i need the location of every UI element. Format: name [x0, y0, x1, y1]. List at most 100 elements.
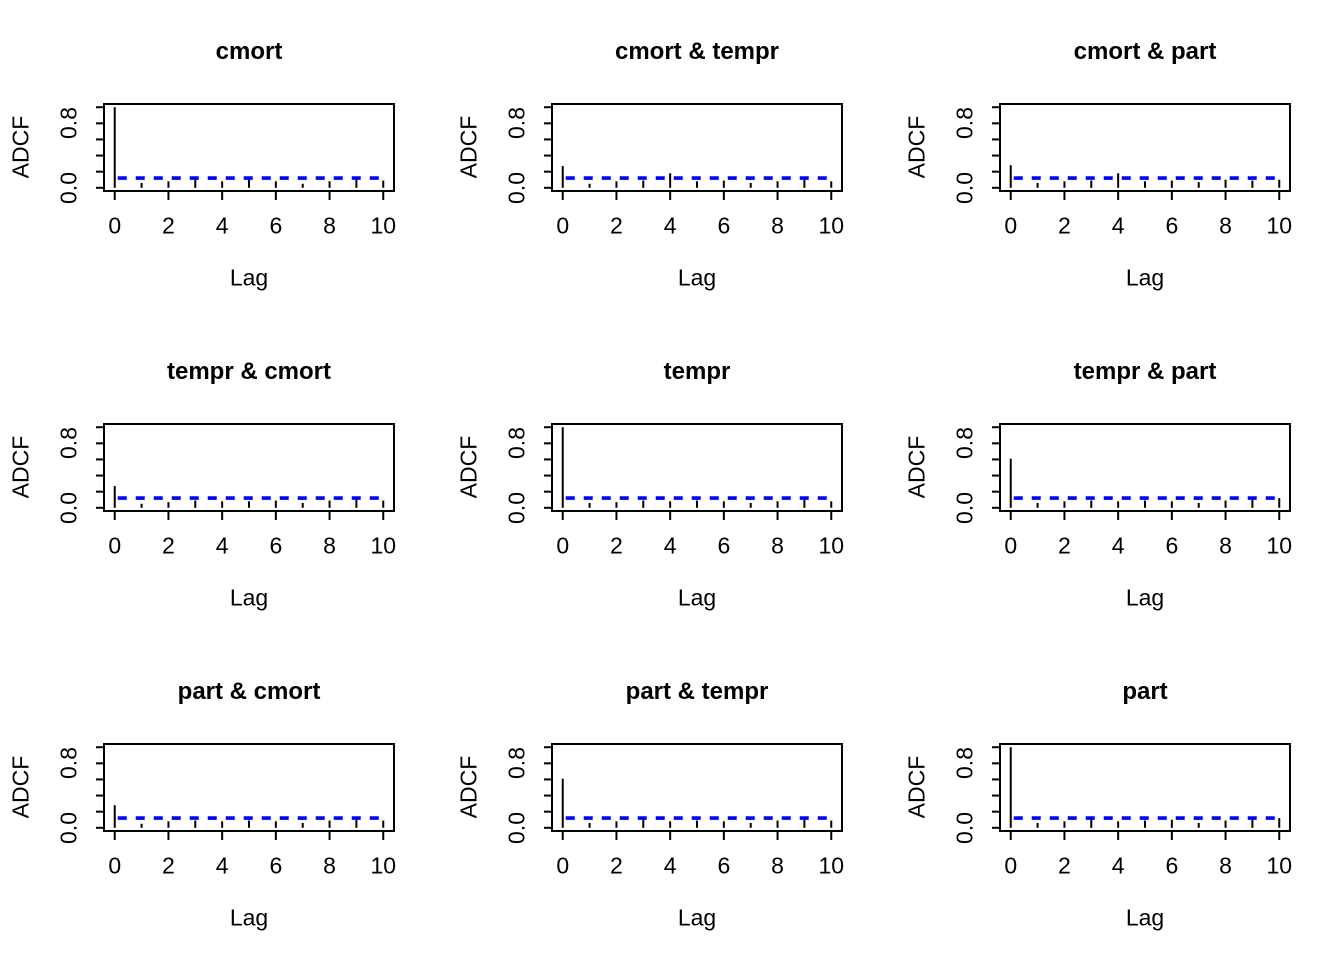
x-tick-label: 4 [1111, 532, 1125, 559]
x-tick-label: 2 [162, 532, 175, 559]
x-tick-label: 2 [1058, 212, 1071, 239]
x-tick-label: 8 [771, 852, 784, 879]
y-tick-label: 0.8 [951, 747, 978, 780]
acf-plot-canvas [96, 103, 395, 200]
x-axis-label: Lag [229, 584, 269, 611]
panel-title: cmort [215, 38, 283, 65]
x-tick-label: 6 [1165, 532, 1179, 559]
x-axis-label: Lag [229, 264, 269, 291]
x-tick-label: 4 [1111, 852, 1125, 879]
y-tick-label: 0.8 [503, 107, 530, 140]
x-tick-label: 2 [162, 212, 175, 239]
x-tick-label: 8 [323, 532, 336, 559]
acf-plot-canvas [544, 103, 843, 200]
x-tick-label: 0 [108, 532, 122, 559]
x-tick-label: 8 [1219, 852, 1232, 879]
acf-plot-canvas [544, 743, 843, 840]
acf-plot-canvas [992, 743, 1291, 840]
x-tick-label: 0 [108, 852, 122, 879]
panel-title: cmort & tempr [614, 38, 780, 65]
y-tick-label: 0.8 [55, 427, 82, 460]
x-tick-label: 4 [663, 212, 677, 239]
x-tick-label: 0 [556, 852, 570, 879]
panel-title: part & tempr [625, 678, 769, 705]
x-tick-label: 4 [215, 532, 229, 559]
y-tick-label: 0.0 [55, 811, 82, 844]
x-tick-label: 4 [215, 852, 229, 879]
x-tick-label: 10 [370, 212, 397, 239]
x-tick-label: 10 [818, 532, 845, 559]
y-tick-label: 0.8 [55, 107, 82, 140]
x-tick-label: 0 [1004, 852, 1018, 879]
acf-panel-part-tempr: part & tempr ADCF Lag 0 2 4 6 8 10 0.0 0.8 [448, 640, 896, 960]
acf-panel-tempr-part: tempr & part ADCF Lag 0 2 4 6 8 10 0.0 0.8 [896, 320, 1344, 640]
panel-title: tempr & cmort [166, 358, 332, 385]
y-tick-label: 0.0 [503, 491, 530, 524]
x-tick-label: 6 [269, 852, 283, 879]
x-axis-label: Lag [677, 904, 717, 931]
x-axis-label: Lag [677, 264, 717, 291]
x-tick-label: 8 [771, 532, 784, 559]
y-tick-label: 0.8 [951, 427, 978, 460]
y-tick-label: 0.0 [503, 171, 530, 204]
panel-title: tempr & part [1073, 358, 1217, 385]
x-tick-label: 2 [1058, 852, 1071, 879]
acf-panel-cmort-tempr: cmort & tempr ADCF Lag 0 2 4 6 8 10 0.0 0.8 [448, 0, 896, 320]
x-tick-label: 10 [1266, 212, 1293, 239]
x-tick-label: 4 [1111, 212, 1125, 239]
panel-title: tempr [663, 358, 731, 385]
acf-plot-canvas [992, 103, 1291, 200]
x-tick-label: 8 [323, 852, 336, 879]
x-tick-label: 10 [1266, 532, 1293, 559]
x-tick-label: 0 [556, 532, 570, 559]
x-tick-label: 2 [610, 212, 623, 239]
acf-plot-canvas [544, 423, 843, 520]
x-tick-label: 0 [108, 212, 122, 239]
x-tick-label: 4 [215, 212, 229, 239]
x-axis-label: Lag [677, 584, 717, 611]
x-tick-label: 8 [1219, 212, 1232, 239]
panel-title: part [1122, 678, 1168, 705]
x-tick-label: 6 [269, 532, 283, 559]
x-tick-label: 0 [1004, 212, 1018, 239]
x-tick-label: 10 [370, 852, 397, 879]
x-tick-label: 6 [1165, 852, 1179, 879]
y-tick-label: 0.0 [55, 171, 82, 204]
x-tick-label: 8 [771, 212, 784, 239]
acf-plot-canvas [96, 423, 395, 520]
y-tick-label: 0.0 [503, 811, 530, 844]
x-tick-label: 2 [610, 852, 623, 879]
y-tick-label: 0.0 [951, 171, 978, 204]
acf-panel-cmort-part: cmort & part ADCF Lag 0 2 4 6 8 10 0.0 0.8 [896, 0, 1344, 320]
x-tick-label: 4 [663, 532, 677, 559]
x-axis-label: Lag [1125, 584, 1165, 611]
acf-plot-canvas [96, 743, 395, 840]
y-tick-label: 0.8 [503, 747, 530, 780]
y-tick-label: 0.8 [55, 747, 82, 780]
x-tick-label: 6 [717, 532, 731, 559]
x-tick-label: 10 [1266, 852, 1293, 879]
x-tick-label: 6 [717, 852, 731, 879]
x-tick-label: 10 [818, 212, 845, 239]
x-axis-label: Lag [1125, 264, 1165, 291]
x-tick-label: 6 [1165, 212, 1179, 239]
x-tick-label: 0 [1004, 532, 1018, 559]
x-axis-label: Lag [229, 904, 269, 931]
y-tick-label: 0.0 [55, 491, 82, 524]
panel-title: part & cmort [177, 678, 321, 705]
x-tick-label: 6 [269, 212, 283, 239]
x-tick-label: 8 [1219, 532, 1232, 559]
acf-panel-tempr-cmort: tempr & cmort ADCF Lag 0 2 4 6 8 10 0.0 0.8 [0, 320, 448, 640]
y-tick-label: 0.0 [951, 811, 978, 844]
y-tick-label: 0.8 [503, 427, 530, 460]
acf-panel-part-cmort: part & cmort ADCF Lag 0 2 4 6 8 10 0.0 0.8 [0, 640, 448, 960]
y-tick-label: 0.0 [951, 491, 978, 524]
panel-title: cmort & part [1073, 38, 1217, 65]
acf-panel-tempr: tempr ADCF Lag 0 2 4 6 8 10 0.0 0.8 [448, 320, 896, 640]
x-tick-label: 4 [663, 852, 677, 879]
x-tick-label: 6 [717, 212, 731, 239]
x-axis-label: Lag [1125, 904, 1165, 931]
x-tick-label: 2 [610, 532, 623, 559]
x-tick-label: 2 [1058, 532, 1071, 559]
